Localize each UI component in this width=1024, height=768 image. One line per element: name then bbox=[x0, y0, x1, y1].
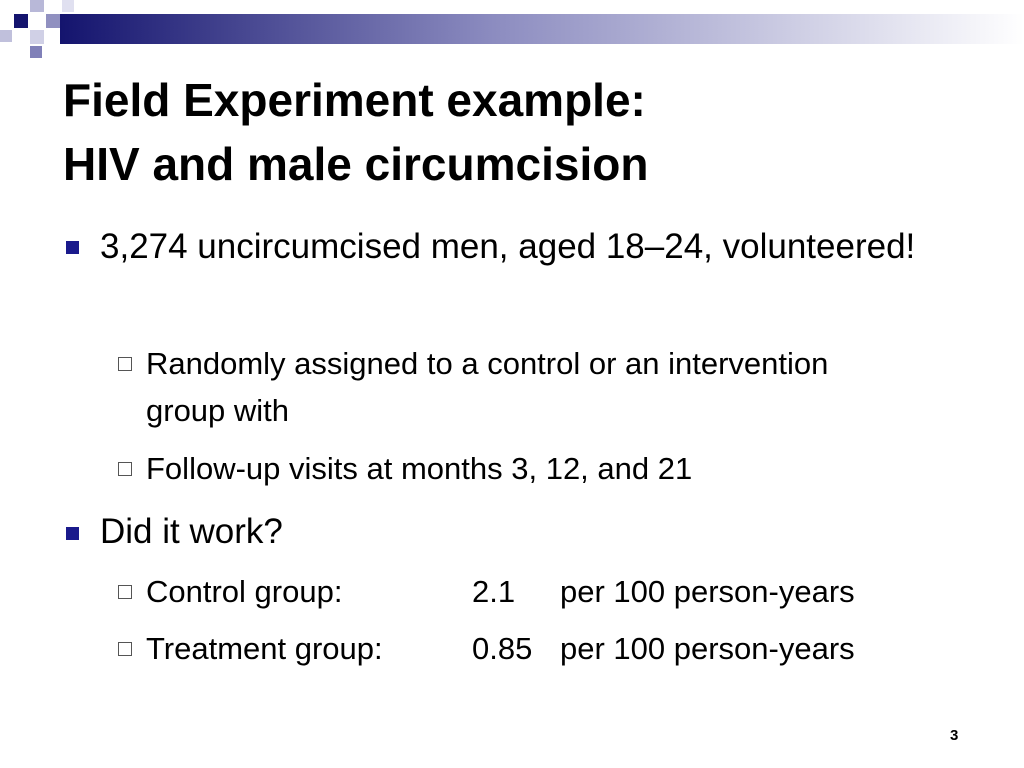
page-number: 3 bbox=[950, 727, 959, 744]
bullet-marker bbox=[66, 527, 79, 540]
slide-title: Field Experiment example: HIV and male c… bbox=[63, 68, 648, 196]
sub-bullet-marker bbox=[118, 642, 132, 656]
sub-bullet-text: Randomly assigned to a control or an int… bbox=[146, 346, 829, 428]
sub-bullet-marker bbox=[118, 462, 132, 476]
bullet-marker bbox=[66, 241, 79, 254]
row-value: 2.1 bbox=[472, 574, 516, 609]
title-line: HIV and male circumcision bbox=[63, 138, 649, 190]
row-unit: per 100 person-years bbox=[560, 574, 855, 609]
row-label: Control group: bbox=[146, 574, 343, 609]
row-unit: per 100 person-years bbox=[560, 631, 855, 666]
sub-bullet-marker bbox=[118, 357, 132, 371]
sub-bullet-text: Follow-up visits at months 3, 12, and 21 bbox=[146, 451, 693, 486]
header-decoration bbox=[0, 0, 1024, 58]
bullet-text: 3,274 uncircumcised men, aged 18–24, vol… bbox=[100, 227, 916, 266]
sub-bullet-marker bbox=[118, 585, 132, 599]
row-label: Treatment group: bbox=[146, 631, 383, 666]
bullet-text: Did it work? bbox=[100, 512, 283, 551]
title-line: Field Experiment example: bbox=[63, 74, 646, 126]
row-value: 0.85 bbox=[472, 631, 533, 666]
